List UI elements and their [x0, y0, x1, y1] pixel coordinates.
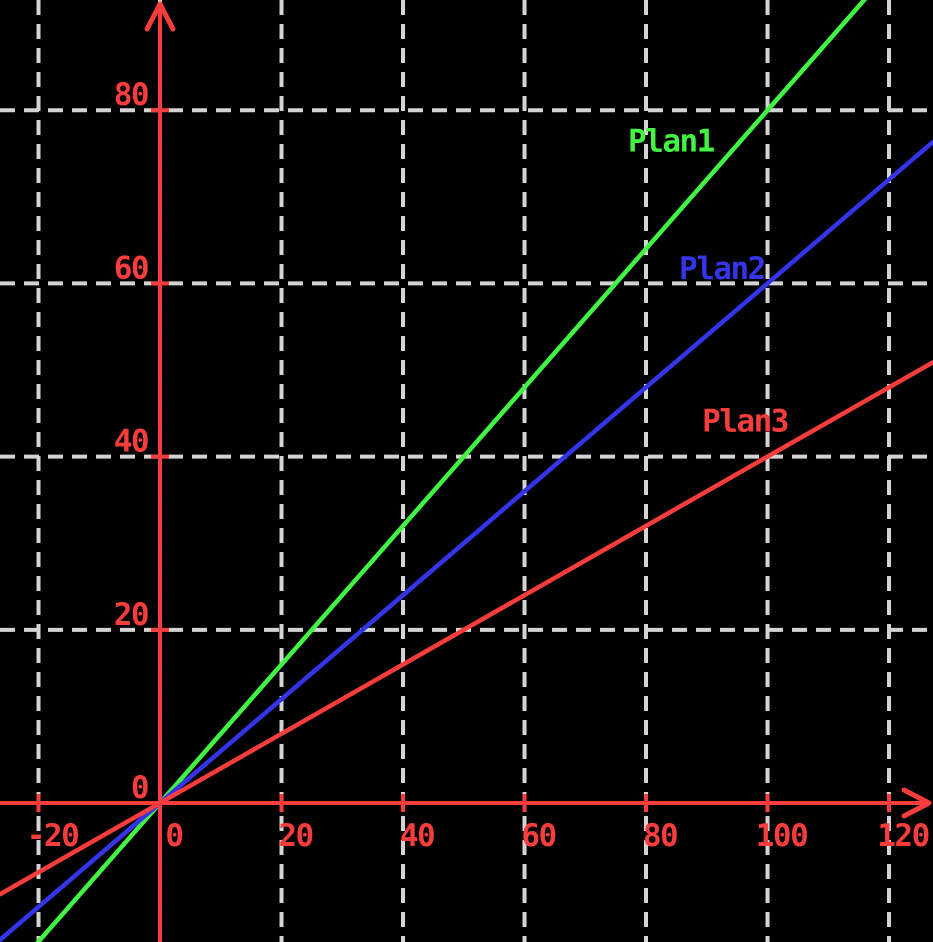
x-tick-label: -20	[27, 818, 79, 854]
series-label-plan3: Plan3	[702, 403, 788, 439]
x-tick-label: 120	[877, 818, 929, 854]
x-tick-label: 80	[643, 818, 677, 854]
x-tick-label: 0	[165, 818, 182, 854]
x-tick-label: 60	[521, 818, 555, 854]
x-axis-arrow-icon	[901, 787, 932, 819]
y-tick-label: 60	[114, 250, 148, 286]
x-tick-label: 100	[756, 818, 808, 854]
y-tick-label: 80	[114, 77, 148, 113]
y-tick-label: 40	[114, 424, 148, 460]
y-tick-label: 0	[131, 770, 148, 806]
series-label-plan2: Plan2	[679, 251, 765, 287]
y-tick-label: 20	[114, 597, 148, 633]
x-tick-label: 20	[278, 818, 312, 854]
series-line-plan3	[0, 360, 933, 897]
series-label-plan1: Plan1	[628, 124, 715, 160]
y-axis-arrow-icon	[144, 1, 176, 32]
x-tick-label: 40	[400, 818, 434, 854]
